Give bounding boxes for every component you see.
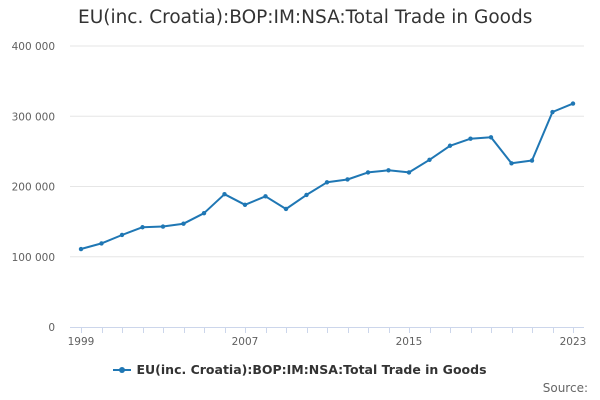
- data-point: [160, 224, 166, 229]
- data-point: [386, 168, 391, 173]
- data-point: [263, 194, 268, 199]
- data-point: [222, 192, 227, 197]
- data-point: [99, 241, 104, 246]
- data-point: [509, 161, 514, 166]
- legend: EU(inc. Croatia):BOP:IM:NSA:Total Trade …: [0, 362, 600, 378]
- data-point: [181, 221, 186, 226]
- data-point: [119, 232, 125, 238]
- data-point: [488, 135, 494, 140]
- data-point: [324, 180, 330, 185]
- data-point: [406, 170, 412, 175]
- data-point: [283, 206, 289, 212]
- data-point: [78, 246, 84, 252]
- data-point: [140, 225, 145, 230]
- data-point: [345, 177, 350, 182]
- data-point: [447, 143, 453, 148]
- data-point: [529, 158, 535, 163]
- y-tick-label: 0: [48, 322, 55, 334]
- data-point: [427, 157, 432, 163]
- y-tick-label: 400 000: [12, 41, 55, 53]
- chart-title: EU(inc. Croatia):BOP:IM:NSA:Total Trade …: [78, 7, 533, 28]
- y-tick-label: 200 000: [12, 182, 55, 194]
- data-point: [550, 109, 555, 115]
- legend-item[interactable]: EU(inc. Croatia):BOP:IM:NSA:Total Trade …: [113, 362, 487, 377]
- data-point: [570, 101, 576, 106]
- legend-swatch-icon: [113, 365, 132, 375]
- legend-label: EU(inc. Croatia):BOP:IM:NSA:Total Trade …: [136, 362, 487, 377]
- data-point: [468, 136, 473, 141]
- x-tick-label: 2015: [396, 336, 423, 348]
- y-tick-label: 100 000: [12, 252, 55, 264]
- x-tick-label: 2023: [560, 336, 587, 348]
- data-point: [201, 210, 207, 216]
- credits-text[interactable]: Source:: [542, 381, 588, 395]
- data-point: [365, 170, 371, 175]
- data-point: [242, 202, 248, 207]
- y-tick-label: 300 000: [12, 111, 55, 123]
- series-line: [80, 102, 574, 250]
- x-tick-label: 1999: [68, 336, 95, 348]
- data-point: [304, 192, 309, 198]
- x-tick-label: 2007: [232, 336, 259, 348]
